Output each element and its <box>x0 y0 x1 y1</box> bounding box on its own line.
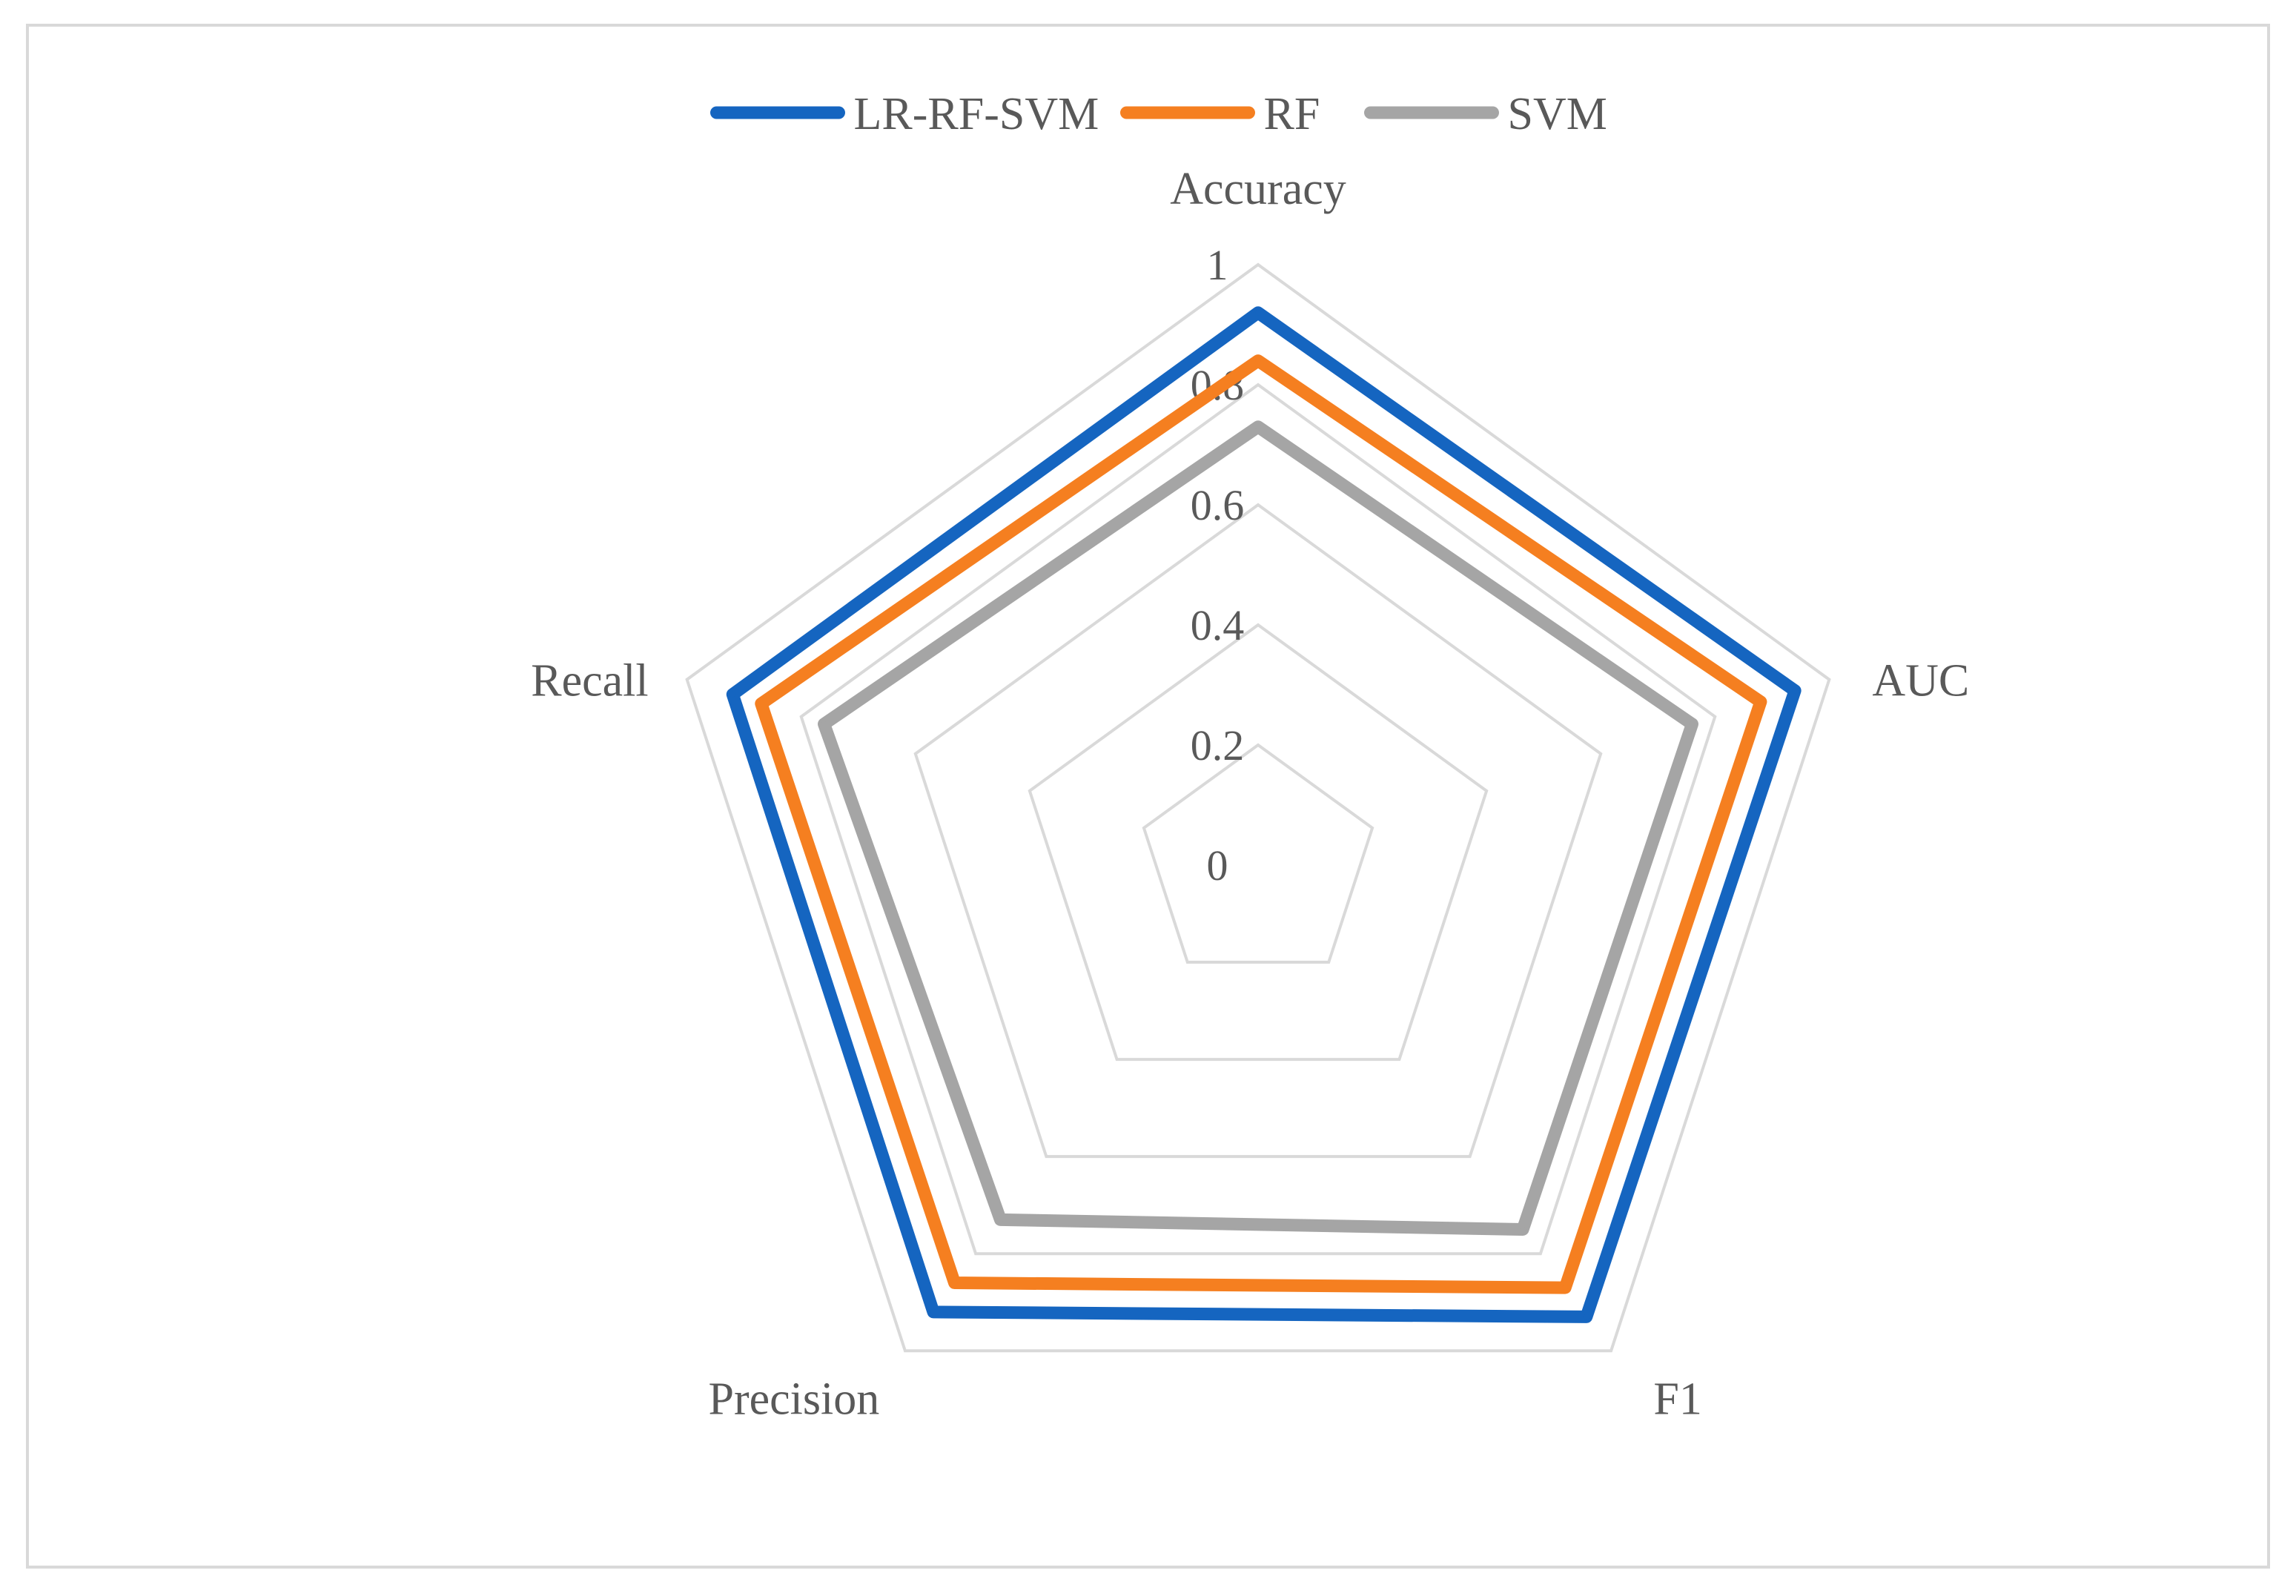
tick-label: 0.6 <box>1191 481 1245 529</box>
grid-ring-5 <box>685 262 1831 1353</box>
radar-series <box>726 306 1802 1323</box>
grid-ring-3 <box>913 503 1603 1159</box>
data-point-lr-rf-svm-precision <box>930 1308 936 1315</box>
chart-frame <box>26 24 2270 1569</box>
category-label-auc: AUC <box>1872 656 1969 706</box>
legend-item-svm: SVM <box>1364 89 1607 139</box>
radial-tick-labels: 00.20.40.60.81 <box>1191 241 1245 890</box>
data-point-svm-accuracy <box>1255 423 1261 430</box>
legend-label-lr-rf-svm: LR-RF-SVM <box>854 89 1099 139</box>
data-point-lr-rf-svm-auc <box>1792 687 1799 694</box>
data-point-lr-rf-svm-f1 <box>1583 1314 1589 1320</box>
data-point-lr-rf-svm-recall <box>730 691 736 698</box>
legend-item-rf: RF <box>1120 89 1320 139</box>
category-label-accuracy: Accuracy <box>1170 164 1346 214</box>
data-point-svm-recall <box>821 721 827 727</box>
radar-grid <box>685 262 1831 1353</box>
data-point-rf-accuracy <box>1255 357 1261 364</box>
grid-ring-2 <box>1028 623 1489 1062</box>
data-point-rf-auc <box>1757 698 1764 705</box>
data-point-lr-rf-svm-accuracy <box>1255 309 1261 316</box>
tick-label: 0 <box>1207 841 1228 890</box>
legend-item-lr-rf-svm: LR-RF-SVM <box>710 89 1099 139</box>
data-point-rf-recall <box>758 701 764 707</box>
grid-ring-4 <box>799 383 1717 1256</box>
category-label-f1: F1 <box>1653 1374 1701 1424</box>
tick-label: 0.2 <box>1191 721 1245 769</box>
series-line-rf <box>755 354 1767 1294</box>
category-label-recall: Recall <box>531 656 648 706</box>
series-lr-rf-svm <box>726 306 1802 1323</box>
series-svm <box>818 420 1698 1236</box>
legend: LR-RF-SVM RF SVM <box>710 89 1607 139</box>
tick-label: 0.4 <box>1191 601 1245 649</box>
category-label-precision: Precision <box>709 1374 880 1424</box>
legend-label-rf: RF <box>1264 89 1320 139</box>
data-point-svm-precision <box>997 1216 1004 1223</box>
data-point-rf-precision <box>951 1279 958 1286</box>
tick-label: 1 <box>1207 241 1228 289</box>
data-point-svm-auc <box>1689 721 1695 727</box>
series-line-svm <box>818 420 1698 1236</box>
category-labels: Accuracy AUC F1 Precision Recall <box>531 164 1969 1424</box>
series-rf <box>755 354 1767 1294</box>
grid-ring-1 <box>1142 743 1374 964</box>
data-point-svm-f1 <box>1520 1226 1526 1233</box>
data-point-rf-f1 <box>1562 1285 1569 1291</box>
series-line-lr-rf-svm <box>726 306 1802 1323</box>
legend-label-svm: SVM <box>1508 89 1607 139</box>
